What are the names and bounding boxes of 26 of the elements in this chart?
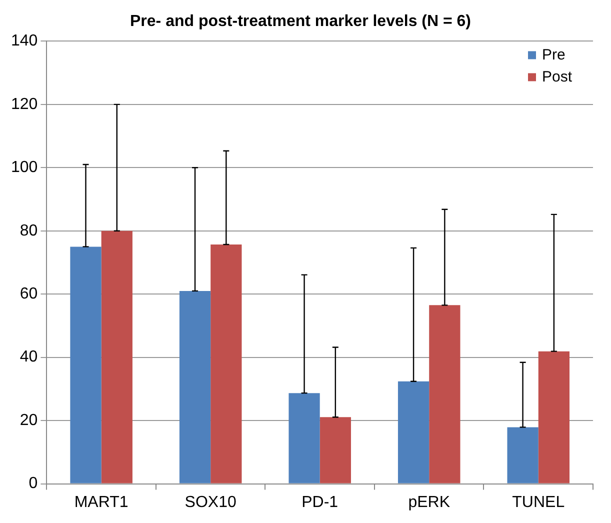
legend-label: Post <box>542 68 573 86</box>
bar <box>210 244 242 484</box>
y-tick-label: 60 <box>20 286 38 303</box>
bar <box>429 305 460 484</box>
y-tick-label: 120 <box>10 96 38 113</box>
bar <box>398 381 430 484</box>
y-tick-label: 0 <box>28 475 38 492</box>
bar <box>288 393 320 484</box>
legend-label: Pre <box>542 46 566 64</box>
bar <box>538 351 570 484</box>
x-tick-label: PD-1 <box>302 494 338 511</box>
x-tick-label: SOX10 <box>184 494 236 511</box>
y-tick-label: 20 <box>20 412 38 429</box>
bar <box>320 417 351 484</box>
bar <box>101 230 132 484</box>
x-tick-label: pERK <box>408 494 450 511</box>
bar <box>70 246 102 484</box>
chart-title: Pre- and post-treatment marker levels (N = 6) <box>130 13 472 30</box>
y-tick-label: 140 <box>10 32 38 50</box>
y-tick-label: 100 <box>10 159 38 176</box>
bar <box>179 290 211 484</box>
x-tick-label: MART1 <box>74 494 128 511</box>
y-tick-label: 40 <box>20 348 38 366</box>
x-tick-label: TUNEL <box>512 494 565 511</box>
y-tick-label: 80 <box>20 222 38 240</box>
bar <box>507 427 538 484</box>
